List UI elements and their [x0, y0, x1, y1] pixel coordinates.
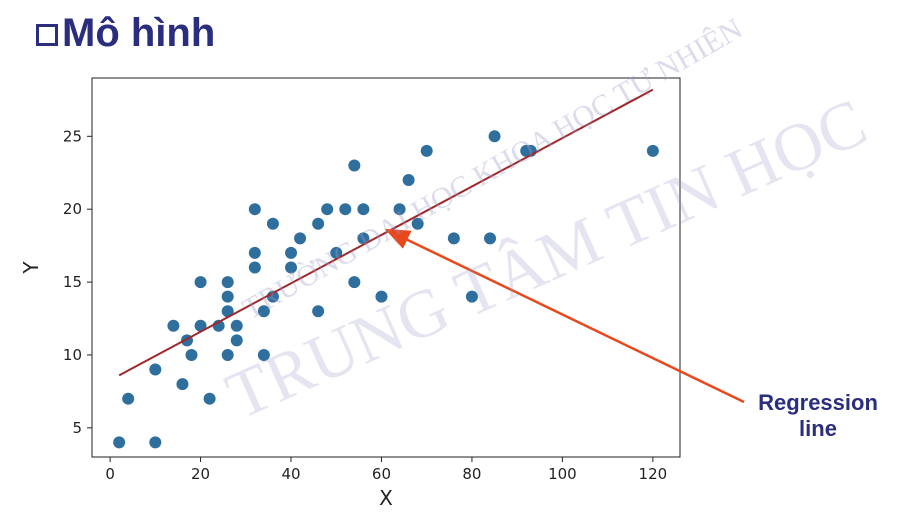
- data-point: [339, 203, 352, 216]
- y-tick-label: 5: [72, 419, 82, 437]
- data-point: [266, 217, 279, 230]
- y-tick-label: 20: [63, 200, 82, 218]
- data-point: [321, 203, 334, 216]
- regression-callout-arrow: [384, 228, 745, 404]
- regression-line-label: Regression line: [758, 390, 878, 441]
- data-point: [330, 246, 343, 259]
- data-point: [122, 392, 135, 405]
- x-tick-label: 20: [191, 465, 210, 483]
- data-point: [294, 232, 307, 245]
- x-tick-label: 120: [639, 465, 668, 483]
- x-tick-label: 60: [372, 465, 391, 483]
- slide-title: Mô hình: [36, 8, 215, 58]
- data-point: [646, 144, 659, 157]
- data-point: [357, 232, 370, 245]
- y-axis-label: Y: [19, 261, 43, 275]
- data-point: [221, 348, 234, 361]
- data-point: [194, 319, 207, 332]
- data-point: [113, 436, 126, 449]
- data-point: [420, 144, 433, 157]
- data-point: [203, 392, 216, 405]
- x-axis-label: X: [379, 486, 393, 510]
- data-point: [285, 261, 298, 274]
- x-tick-label: 0: [105, 465, 115, 483]
- data-point: [221, 305, 234, 318]
- data-point: [312, 217, 325, 230]
- data-point: [176, 378, 189, 391]
- data-point: [185, 348, 198, 361]
- data-point: [348, 276, 361, 289]
- slide-title-text: Mô hình: [62, 10, 216, 55]
- y-tick-label: 25: [63, 127, 82, 145]
- data-point: [257, 348, 270, 361]
- regression-line: [118, 88, 654, 377]
- data-point: [230, 334, 243, 347]
- data-point: [465, 290, 478, 303]
- data-point: [488, 130, 501, 143]
- data-point: [221, 290, 234, 303]
- data-point: [230, 319, 243, 332]
- data-point: [411, 217, 424, 230]
- data-point: [194, 276, 207, 289]
- data-point: [285, 246, 298, 259]
- data-point: [221, 276, 234, 289]
- square-bullet-icon: [36, 24, 58, 46]
- data-point: [357, 203, 370, 216]
- data-point: [248, 203, 261, 216]
- data-point: [348, 159, 361, 172]
- data-point: [149, 436, 162, 449]
- x-tick-label: 100: [548, 465, 577, 483]
- y-tick-label: 10: [63, 346, 82, 364]
- data-point: [149, 363, 162, 376]
- plot-frame: [91, 77, 681, 458]
- data-point: [402, 174, 415, 187]
- data-point: [447, 232, 460, 245]
- data-point: [257, 305, 270, 318]
- y-tick-label: 15: [63, 273, 82, 291]
- data-point: [484, 232, 497, 245]
- data-point: [312, 305, 325, 318]
- x-tick-label: 80: [462, 465, 481, 483]
- data-point: [393, 203, 406, 216]
- x-tick-label: 40: [281, 465, 300, 483]
- data-point: [248, 261, 261, 274]
- data-point: [375, 290, 388, 303]
- data-point: [167, 319, 180, 332]
- data-point: [248, 246, 261, 259]
